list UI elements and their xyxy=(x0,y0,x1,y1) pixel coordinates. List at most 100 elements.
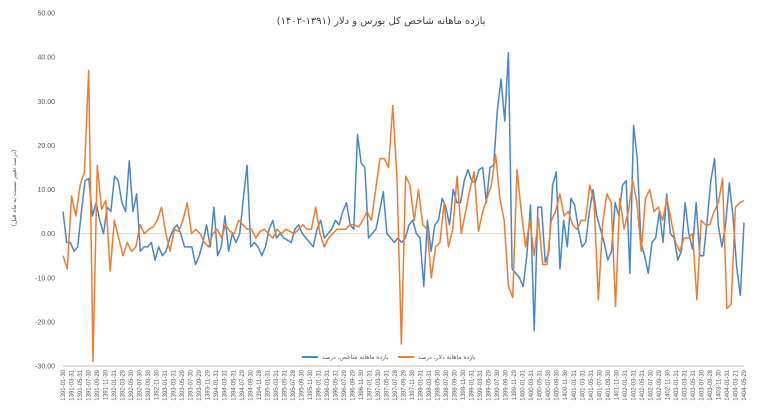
x-tick-label: 1394-07-29 xyxy=(240,369,246,400)
x-axis: 1391-01-30 1391-03-31 1391-05-31 1391-07-30… xyxy=(61,369,748,400)
x-tick-label: 1394-09-30 xyxy=(248,369,254,400)
x-tick-label: 1392-03-29 xyxy=(121,369,127,400)
x-tick-label: 1400-05-31 xyxy=(538,369,544,400)
x-tick-label: 1402-05-31 xyxy=(640,369,646,400)
x-tick-label: 1391-07-30 xyxy=(87,369,93,400)
x-tick-label: 1397-09-29 xyxy=(402,369,408,400)
x-tick-label: 1402-01-31 xyxy=(623,369,629,400)
x-tick-label: 1398-01-31 xyxy=(419,369,425,400)
x-tick-label: 1403-01-31 xyxy=(674,369,680,400)
x-tick-label: 1399-07-30 xyxy=(495,369,501,400)
y-axis: 50.00 40.00 30.00 20.00 10.00 0.00 -10.00 -20.0… xyxy=(35,11,55,371)
x-tick-label: 1399-11-29 xyxy=(512,369,518,400)
x-tick-label: 1402-09-29 xyxy=(657,369,663,400)
x-tick-label: 1399-03-31 xyxy=(478,369,484,400)
x-tick-label: 1399-05-29 xyxy=(487,369,493,400)
x-tick-label: 1393-07-30 xyxy=(189,369,195,400)
x-tick-label: 1396-11-30 xyxy=(359,369,365,400)
chart-title: بازده ماهانه شاخص کل بورس و دلار (۱۳۹۱-۱… xyxy=(277,16,486,27)
x-tick-label: 1394-03-31 xyxy=(223,369,229,400)
x-tick-label: 1398-11-30 xyxy=(461,369,467,400)
y-tick-label: 0.00 xyxy=(41,231,55,238)
x-tick-label: 1400-09-30 xyxy=(555,369,561,400)
x-tick-label: 1395-11-30 xyxy=(308,369,314,400)
x-tick-label: 1391-01-30 xyxy=(61,369,67,400)
y-tick-label: -30.00 xyxy=(35,364,55,371)
y-tick-label: 40.00 xyxy=(37,55,55,62)
x-tick-label: 1400-11-30 xyxy=(563,369,569,400)
x-tick-label: 1398-05-30 xyxy=(436,369,442,400)
x-tick-label: 1403-03-31 xyxy=(682,369,688,400)
x-tick-label: 1392-07-30 xyxy=(138,369,144,400)
x-tick-label: 1393-09-29 xyxy=(197,369,203,400)
x-tick-label: 1392-11-30 xyxy=(155,369,161,400)
x-tick-label: 1400-01-31 xyxy=(521,369,527,400)
y-tick-label: -20.00 xyxy=(35,319,55,326)
legend-label-index: بازده ماهانه شاخص، درصد xyxy=(322,354,389,361)
x-tick-label: 1396-09-29 xyxy=(350,369,356,400)
x-tick-label: 1392-05-30 xyxy=(129,369,135,400)
x-tick-label: 1404-05-29 xyxy=(742,369,748,400)
x-tick-label: 1392-01-31 xyxy=(112,369,118,400)
x-tick-label: 1402-11-30 xyxy=(665,369,671,400)
x-tick-label: 1395-01-31 xyxy=(265,369,271,400)
x-tick-label: 1393-05-29 xyxy=(180,369,186,400)
x-tick-label: 1403-11-30 xyxy=(716,369,722,400)
x-tick-label: 1403-05-31 xyxy=(691,369,697,400)
x-tick-label: 1403-09-28 xyxy=(708,369,714,400)
x-tick-label: 1401-09-30 xyxy=(606,369,612,400)
x-tick-label: 1393-01-31 xyxy=(163,369,169,400)
x-tick-label: 1400-03-31 xyxy=(529,369,535,400)
x-tick-label: 1402-07-30 xyxy=(648,369,654,400)
x-tick-label: 1395-09-30 xyxy=(299,369,305,400)
x-tick-label: 1397-07-28 xyxy=(393,369,399,400)
y-tick-label: 10.00 xyxy=(37,187,55,194)
x-tick-label: 1401-05-31 xyxy=(589,369,595,400)
x-tick-label: 1395-07-28 xyxy=(291,369,297,400)
y-tick-label: 20.00 xyxy=(37,143,55,150)
x-tick-label: 1398-07-30 xyxy=(444,369,450,400)
x-tick-label: 1395-03-31 xyxy=(274,369,280,400)
x-tick-label: 1394-01-31 xyxy=(214,369,220,400)
x-tick-label: 1394-05-31 xyxy=(231,369,237,400)
x-tick-label: 1391-09-29 xyxy=(95,369,101,400)
x-tick-label: 1404-03-21 xyxy=(733,369,739,400)
x-tick-label: 1391-11-30 xyxy=(104,369,110,400)
x-tick-label: 1401-07-30 xyxy=(597,369,603,400)
x-tick-label: 1401-01-31 xyxy=(572,369,578,400)
x-tick-label: 1401-11-30 xyxy=(614,369,620,400)
x-tick-label: 1392-09-30 xyxy=(146,369,152,400)
y-tick-label: 50.00 xyxy=(37,11,55,18)
x-tick-label: 1399-09-30 xyxy=(504,369,510,400)
x-tick-label: 1396-01-31 xyxy=(316,369,322,400)
x-tick-label: 1391-03-31 xyxy=(70,369,76,400)
x-tick-label: 1397-03-30 xyxy=(376,369,382,400)
x-tick-label: 1397-11-30 xyxy=(410,369,416,400)
x-tick-label: 1396-05-31 xyxy=(333,369,339,400)
x-tick-label: 1397-05-31 xyxy=(384,369,390,400)
x-tick-label: 1396-03-31 xyxy=(325,369,331,400)
x-tick-label: 1399-01-31 xyxy=(470,369,476,400)
x-tick-label: 1398-09-30 xyxy=(453,369,459,400)
x-tick-label: 1398-03-31 xyxy=(427,369,433,400)
x-tick-label: 1393-11-29 xyxy=(206,369,212,400)
x-tick-label: 1404-01-31 xyxy=(725,369,731,400)
y-tick-label: -10.00 xyxy=(35,275,55,282)
x-tick-label: 1400-07-30 xyxy=(546,369,552,400)
x-tick-label: 1393-03-31 xyxy=(172,369,178,400)
x-tick-label: 1396-07-29 xyxy=(342,369,348,400)
x-tick-label: 1403-07-30 xyxy=(699,369,705,400)
y-axis-label: (درصد تغییر نسبت به ماه قبل) xyxy=(11,150,18,227)
x-tick-label: 1391-05-31 xyxy=(78,369,84,400)
x-tick-label: 1395-05-31 xyxy=(282,369,288,400)
series-lines xyxy=(62,51,745,363)
legend-label-dollar: بازده ماهانه دلار، درصد xyxy=(418,354,476,361)
x-tick-label: 1397-01-31 xyxy=(367,369,373,400)
legend: بازده ماهانه شاخص، درصد بازده ماهانه دلا… xyxy=(302,354,476,361)
x-tick-label: 1394-11-28 xyxy=(257,369,263,400)
series-line-dollar xyxy=(62,69,745,363)
y-tick-label: 30.00 xyxy=(37,99,55,106)
x-tick-label: 1402-03-31 xyxy=(631,369,637,400)
